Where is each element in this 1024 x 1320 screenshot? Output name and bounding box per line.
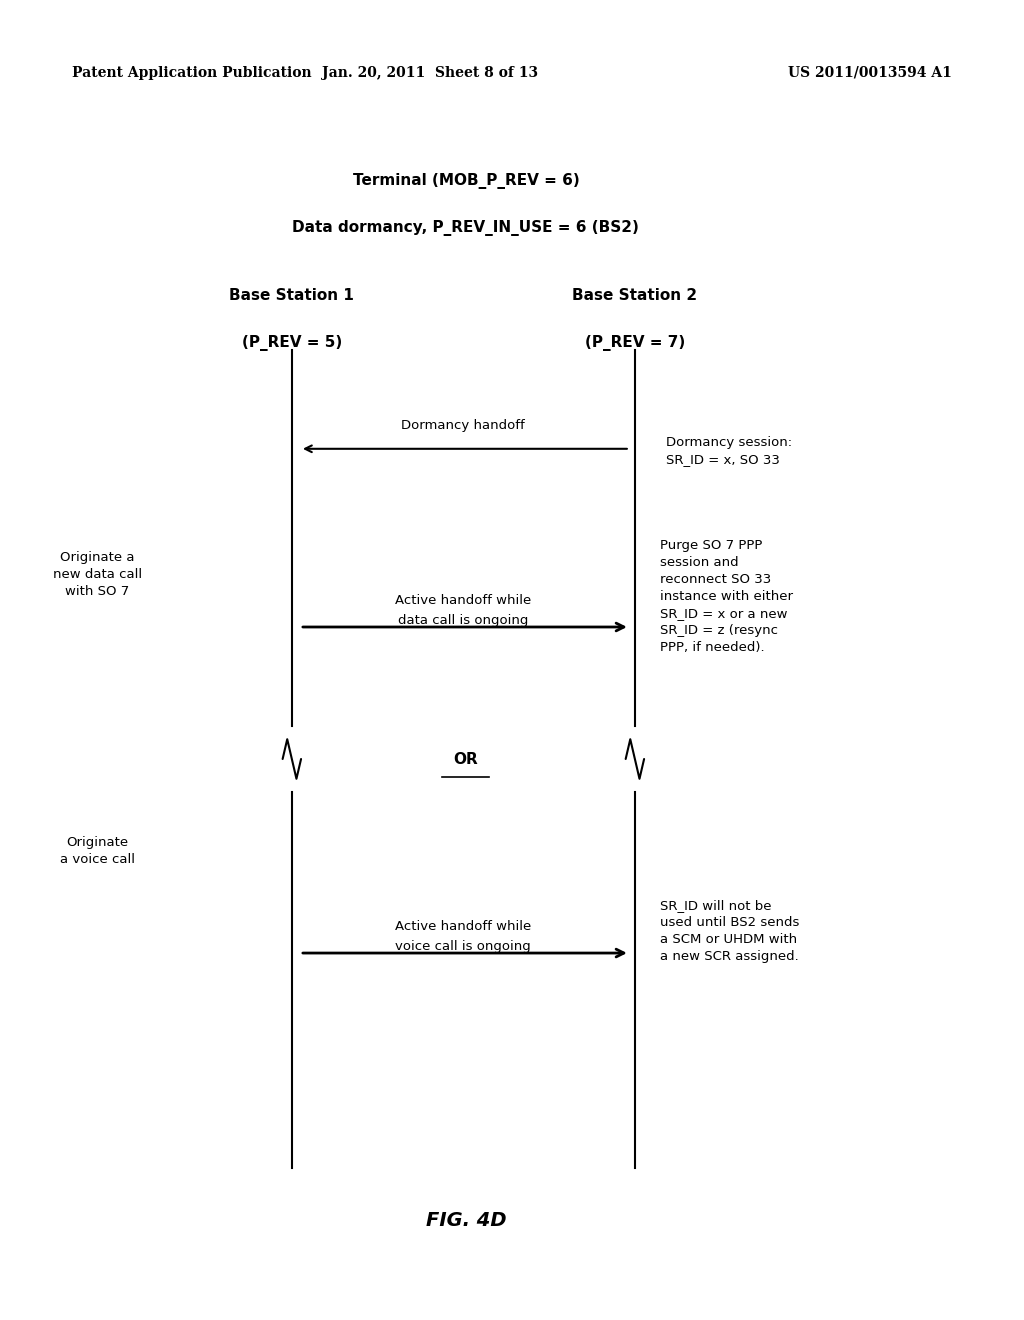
Text: Purge SO 7 PPP
session and
reconnect SO 33
instance with either
SR_ID = x or a n: Purge SO 7 PPP session and reconnect SO … (660, 539, 794, 655)
Text: Originate
a voice call: Originate a voice call (59, 837, 135, 866)
Text: Dormancy handoff: Dormancy handoff (401, 418, 525, 432)
Text: Patent Application Publication: Patent Application Publication (72, 66, 311, 79)
Text: SR_ID will not be
used until BS2 sends
a SCM or UHDM with
a new SCR assigned.: SR_ID will not be used until BS2 sends a… (660, 899, 800, 962)
Text: OR: OR (454, 751, 478, 767)
Text: Dormancy session:
SR_ID = x, SO 33: Dormancy session: SR_ID = x, SO 33 (666, 437, 792, 466)
Text: FIG. 4D: FIG. 4D (426, 1212, 506, 1230)
Text: (P_REV = 5): (P_REV = 5) (242, 335, 342, 351)
Text: (P_REV = 7): (P_REV = 7) (585, 335, 685, 351)
Text: Active handoff while: Active handoff while (395, 594, 531, 607)
Text: data call is ongoing: data call is ongoing (398, 614, 528, 627)
Text: Base Station 1: Base Station 1 (229, 288, 354, 304)
Text: Terminal (MOB_P_REV = 6): Terminal (MOB_P_REV = 6) (352, 173, 580, 189)
Text: Originate a
new data call
with SO 7: Originate a new data call with SO 7 (52, 550, 142, 598)
Text: Data dormancy, P_REV_IN_USE = 6 (BS2): Data dormancy, P_REV_IN_USE = 6 (BS2) (293, 220, 639, 236)
Text: Active handoff while: Active handoff while (395, 920, 531, 933)
Text: Base Station 2: Base Station 2 (572, 288, 697, 304)
Text: voice call is ongoing: voice call is ongoing (395, 940, 531, 953)
Text: Jan. 20, 2011  Sheet 8 of 13: Jan. 20, 2011 Sheet 8 of 13 (322, 66, 539, 79)
Text: US 2011/0013594 A1: US 2011/0013594 A1 (788, 66, 952, 79)
